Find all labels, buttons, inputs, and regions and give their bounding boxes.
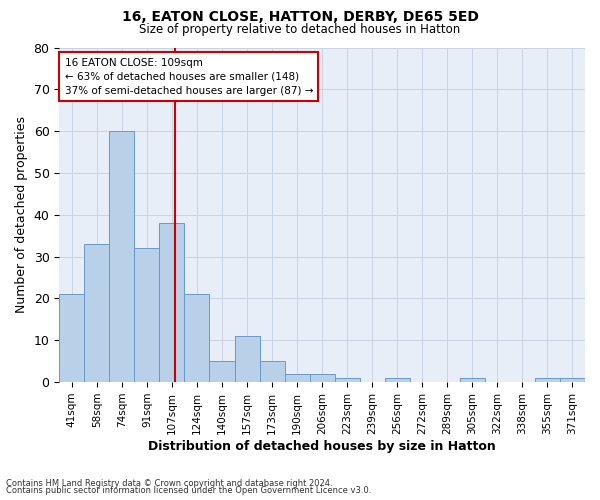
X-axis label: Distribution of detached houses by size in Hatton: Distribution of detached houses by size …	[148, 440, 496, 452]
Bar	[535, 378, 560, 382]
Bar	[134, 248, 160, 382]
Bar	[310, 374, 335, 382]
Bar	[235, 336, 260, 382]
Bar	[209, 361, 235, 382]
Y-axis label: Number of detached properties: Number of detached properties	[15, 116, 28, 314]
Bar	[385, 378, 410, 382]
Bar	[59, 294, 85, 382]
Text: Size of property relative to detached houses in Hatton: Size of property relative to detached ho…	[139, 22, 461, 36]
Text: 16 EATON CLOSE: 109sqm
← 63% of detached houses are smaller (148)
37% of semi-de: 16 EATON CLOSE: 109sqm ← 63% of detached…	[65, 58, 313, 96]
Bar	[284, 374, 310, 382]
Text: Contains HM Land Registry data © Crown copyright and database right 2024.: Contains HM Land Registry data © Crown c…	[6, 478, 332, 488]
Text: 16, EATON CLOSE, HATTON, DERBY, DE65 5ED: 16, EATON CLOSE, HATTON, DERBY, DE65 5ED	[122, 10, 478, 24]
Bar	[460, 378, 485, 382]
Bar	[560, 378, 585, 382]
Bar	[85, 244, 109, 382]
Bar	[109, 131, 134, 382]
Bar	[335, 378, 359, 382]
Bar	[260, 361, 284, 382]
Text: Contains public sector information licensed under the Open Government Licence v3: Contains public sector information licen…	[6, 486, 371, 495]
Bar	[160, 223, 184, 382]
Bar	[184, 294, 209, 382]
